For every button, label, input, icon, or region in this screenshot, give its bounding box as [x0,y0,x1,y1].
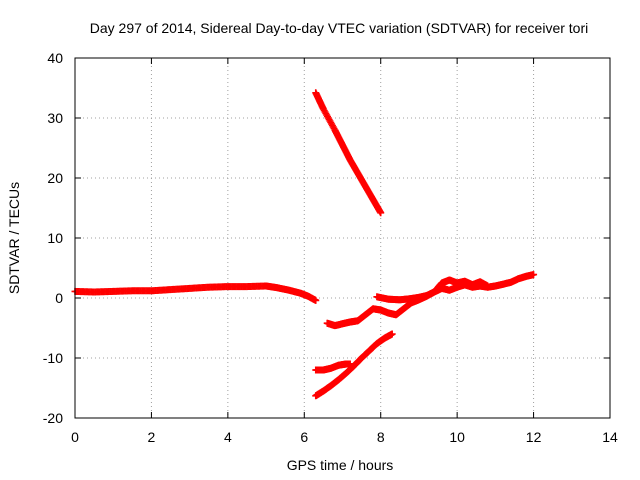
data-point [530,271,538,279]
y-tick-label: 40 [47,50,63,66]
x-tick-label: 0 [71,429,79,445]
series-arc-low [312,330,396,400]
y-tick-label: 30 [47,110,63,126]
series-arc-short [312,360,354,374]
x-tick-label: 4 [224,429,232,445]
data-point [377,209,385,217]
data-point [346,360,354,368]
y-axis-label: SDTVAR / TECUs [6,182,22,294]
x-tick-label: 2 [148,429,156,445]
data-point [484,282,492,290]
y-tick-label: 10 [47,230,63,246]
x-tick-label: 14 [602,429,618,445]
x-tick-label: 10 [449,429,465,445]
chart-title: Day 297 of 2014, Sidereal Day-to-day VTE… [90,20,589,36]
y-tick-label: -10 [43,350,63,366]
data-point [312,296,320,304]
grid [75,58,610,418]
y-tick-label: 20 [47,170,63,186]
x-tick-label: 12 [526,429,542,445]
tick-labels: 0 2 4 6 8 10 12 14 -20 -10 0 10 20 30 40 [43,50,618,445]
series-arc-upper-branch [373,276,492,304]
plot-border [74,57,611,419]
data-points [71,89,538,400]
y-tick-label: 0 [55,290,63,306]
x-tick-label: 8 [377,429,385,445]
x-tick-label: 6 [300,429,308,445]
x-axis-label: GPS time / hours [287,457,394,473]
y-tick-label: -20 [43,410,63,426]
series-arc-baseline [71,282,320,304]
series-arc-high [312,89,385,217]
data-point [388,330,396,338]
